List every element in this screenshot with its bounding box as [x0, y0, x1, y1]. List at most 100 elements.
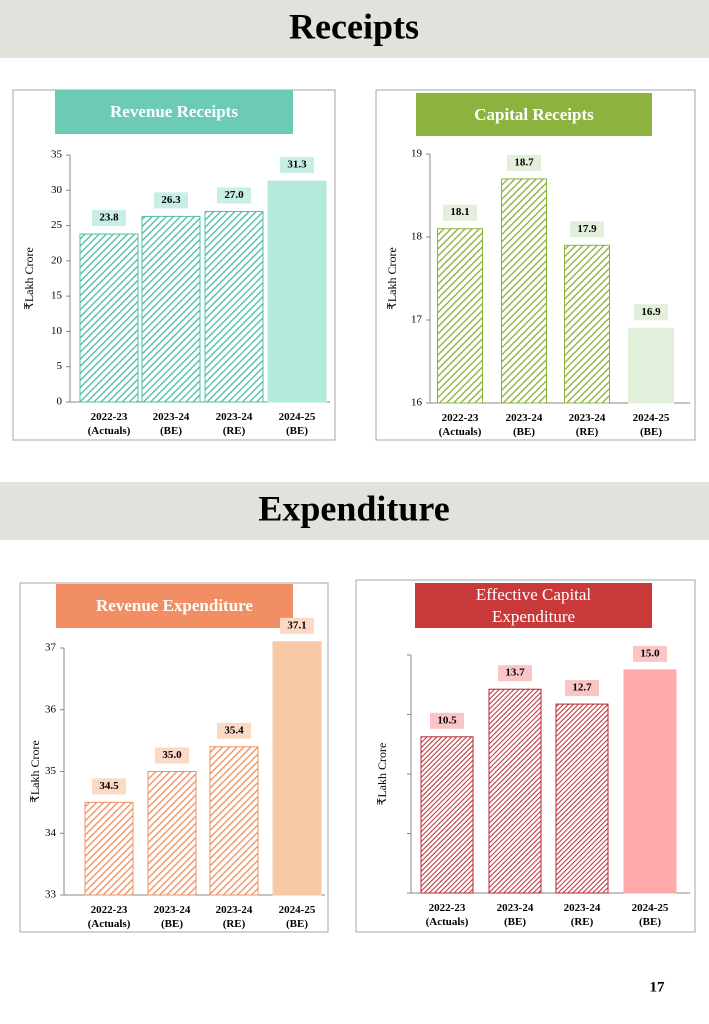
y-tick-label: 19: [411, 148, 423, 160]
value-label: 10.5: [437, 714, 457, 726]
y-tick-label: 10: [51, 325, 63, 337]
y-tick-label: 34: [45, 827, 57, 839]
y-tick-label: 16: [411, 397, 423, 409]
value-label: 34.5: [99, 780, 119, 792]
value-label: 35.4: [224, 724, 244, 736]
bar: [79, 233, 139, 403]
value-label: 26.3: [161, 194, 181, 206]
bar: [564, 244, 610, 404]
chart-title: Capital Receipts: [474, 104, 594, 124]
value-label-box: [570, 221, 604, 238]
x-tick-label: 2024-25 (BE): [632, 902, 669, 928]
value-label-box: [92, 778, 126, 795]
bar: [147, 771, 197, 896]
x-tick-label: 2022-23 (Actuals): [439, 412, 482, 438]
y-tick-label: 15: [51, 290, 63, 302]
y-tick-label: 18: [411, 231, 423, 243]
bar: [141, 215, 201, 403]
chart-title-box: [55, 90, 293, 134]
value-label-box: [280, 157, 314, 174]
value-label-box: [217, 722, 251, 739]
x-tick-label: 2023-24 (BE): [154, 904, 191, 930]
bar: [488, 688, 542, 894]
value-label: 18.1: [450, 206, 469, 218]
x-tick-label: 2024-25 (BE): [279, 904, 316, 930]
value-label: 23.8: [99, 212, 119, 224]
value-label-box: [633, 645, 667, 662]
y-tick-label: 0: [57, 396, 63, 408]
value-label: 27.0: [224, 189, 244, 201]
value-label-box: [507, 154, 541, 171]
x-tick-label: 2022-23 (Actuals): [88, 411, 131, 437]
value-label: 37.1: [287, 619, 306, 631]
y-axis-label: ₹Lakh Crore: [22, 247, 36, 310]
chart-title-box: [415, 583, 652, 628]
value-label-box: [634, 304, 668, 321]
x-tick-label: 2023-24 (RE): [564, 902, 601, 928]
chart-title-box: [56, 584, 293, 628]
chart-title-holder: Effective Capital Expenditure: [475, 584, 592, 626]
y-tick-label: 5: [57, 360, 63, 372]
y-tick-label: 35: [45, 765, 57, 777]
value-label-box: [217, 187, 251, 204]
value-label: 15.0: [640, 647, 660, 659]
chart-title-holder: Capital Receipts: [474, 104, 594, 124]
y-tick-label: 30: [51, 184, 63, 196]
chart-title-box: [416, 93, 652, 136]
x-tick-label: 2023-24 (BE): [153, 411, 190, 437]
y-tick-label: 35: [51, 149, 63, 161]
chart-title: Revenue Expenditure: [96, 596, 253, 615]
section-heading: Expenditure: [258, 488, 449, 528]
value-label-box: [565, 680, 599, 697]
x-tick-label: 2024-25 (BE): [279, 411, 316, 437]
y-tick-label: 36: [45, 703, 57, 715]
bar: [555, 703, 609, 894]
bar: [501, 178, 547, 404]
bar: [84, 801, 134, 896]
y-axis-label: ₹Lakh Crore: [375, 743, 389, 806]
x-tick-label: 2023-24 (RE): [216, 904, 253, 930]
value-label: 18.7: [514, 156, 534, 168]
page-number: 17: [650, 979, 666, 995]
value-label: 17.9: [577, 223, 597, 235]
bar: [272, 641, 322, 896]
bar: [420, 736, 474, 894]
bar: [209, 746, 259, 896]
chart-title: Effective Capital Expenditure: [475, 584, 592, 626]
value-label-box: [443, 204, 477, 221]
chart-title-holder: Revenue Receipts: [110, 102, 238, 121]
value-label-box: [430, 712, 464, 729]
y-tick-label: 37: [45, 642, 57, 654]
bar: [267, 180, 327, 403]
bar: [623, 669, 677, 894]
x-tick-label: 2023-24 (RE): [216, 411, 253, 437]
y-tick-label: 33: [45, 889, 57, 901]
value-label: 31.3: [287, 159, 307, 171]
value-label-box: [155, 747, 189, 764]
x-tick-label: 2023-24 (BE): [497, 902, 534, 928]
value-label-box: [498, 665, 532, 682]
section-heading: Receipts: [289, 6, 419, 46]
y-tick-label: 17: [411, 314, 423, 326]
x-tick-label: 2023-24 (RE): [569, 412, 606, 438]
x-tick-label: 2024-25 (BE): [633, 412, 670, 438]
value-label: 13.7: [505, 667, 525, 679]
x-tick-label: 2022-23 (Actuals): [426, 902, 469, 928]
y-axis-label: ₹Lakh Crore: [28, 740, 42, 803]
value-label-box: [280, 617, 314, 634]
chart-title-holder: Revenue Expenditure: [96, 596, 253, 615]
x-tick-label: 2023-24 (BE): [506, 412, 543, 438]
y-axis-label: ₹Lakh Crore: [385, 247, 399, 310]
bar: [437, 228, 483, 404]
y-tick-label: 20: [51, 254, 63, 266]
bar: [628, 327, 674, 404]
value-label: 35.0: [162, 749, 182, 761]
value-label: 12.7: [572, 682, 592, 694]
x-tick-label: 2022-23 (Actuals): [88, 904, 131, 930]
section-band: [0, 482, 709, 540]
y-tick-label: 25: [51, 219, 63, 231]
chart-title: Revenue Receipts: [110, 102, 238, 121]
value-label-box: [92, 210, 126, 227]
bar: [204, 210, 264, 403]
